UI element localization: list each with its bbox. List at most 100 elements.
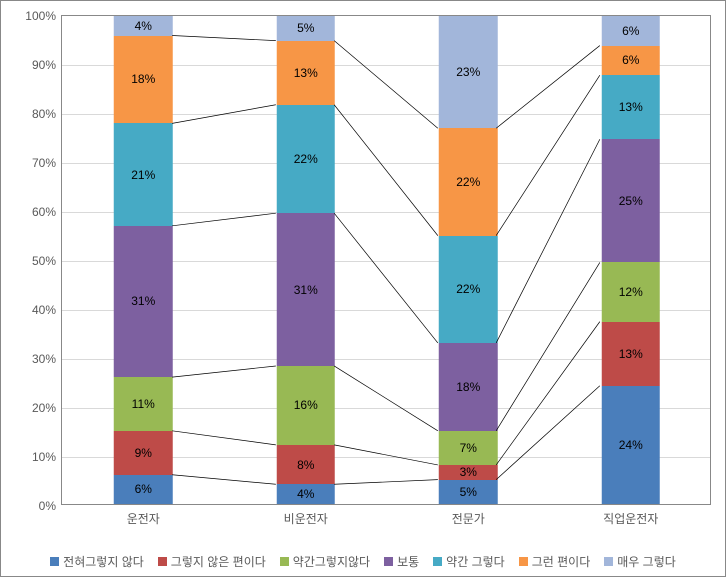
bar-segment: 22% [439, 236, 498, 343]
legend-label: 약간 그렇다 [446, 553, 505, 570]
y-tick-label: 100% [25, 9, 62, 23]
bar-segment: 6% [602, 46, 661, 76]
bar-segment: 11% [114, 377, 173, 431]
legend-item: 그렇지 않은 편이다 [158, 553, 266, 570]
segment-label: 21% [131, 168, 155, 182]
x-tick-label: 전문가 [452, 504, 485, 527]
y-tick-label: 10% [32, 450, 62, 464]
bar-segment: 8% [277, 445, 336, 484]
bar-segment: 22% [277, 105, 336, 213]
bar-segment: 25% [602, 139, 661, 262]
bar-segment: 5% [439, 480, 498, 504]
bar-segment: 5% [277, 16, 336, 41]
segment-label: 18% [456, 380, 480, 394]
legend-item: 매우 그렇다 [604, 553, 676, 570]
segment-label: 6% [135, 482, 152, 496]
legend-item: 약간 그렇다 [433, 553, 505, 570]
segment-label: 23% [456, 65, 480, 79]
bar-segment: 18% [439, 343, 498, 431]
legend-label: 전혀그렇지 않다 [63, 553, 144, 570]
segment-label: 6% [622, 53, 639, 67]
segment-label: 4% [135, 19, 152, 33]
bar-segment: 22% [439, 128, 498, 235]
legend-swatch [519, 557, 528, 566]
segment-label: 22% [294, 152, 318, 166]
segment-label: 5% [460, 485, 477, 499]
bar-segment: 4% [114, 16, 173, 36]
segment-label: 9% [135, 446, 152, 460]
legend-swatch [158, 557, 167, 566]
plot-area: 0%10%20%30%40%50%60%70%80%90%100%6%9%11%… [61, 15, 711, 505]
bar-segment: 21% [114, 123, 173, 225]
segment-label: 16% [294, 398, 318, 412]
legend-swatch [384, 557, 393, 566]
segment-label: 7% [460, 441, 477, 455]
y-tick-label: 0% [39, 499, 62, 513]
y-tick-label: 60% [32, 205, 62, 219]
bar-segment: 16% [277, 366, 336, 445]
y-tick-label: 30% [32, 352, 62, 366]
bar-segment: 4% [277, 484, 336, 504]
chart-container: 0% 10% 20% 30% 40% 50% 60% 70% 80% 90% 100% 6% 9% 11%… [0, 0, 726, 577]
segment-label: 5% [297, 21, 314, 35]
bar-segment: 9% [114, 431, 173, 475]
stacked-bar: 24% 13% 12% 25% 13% 6% 6% [602, 16, 661, 504]
bar-segment: 3% [439, 465, 498, 480]
legend-label: 그런 편이다 [532, 553, 591, 570]
x-tick-label: 비운전자 [284, 504, 328, 527]
legend-swatch [280, 557, 289, 566]
segment-label: 31% [294, 283, 318, 297]
bar-segment: 13% [602, 75, 661, 139]
x-tick-label: 운전자 [127, 504, 160, 527]
stacked-bar: 4% 8% 16% 31% 22% 13% 5% [277, 16, 336, 504]
segment-label: 12% [619, 285, 643, 299]
legend-swatch [50, 557, 59, 566]
segment-label: 3% [460, 465, 477, 479]
legend-label: 그렇지 않은 편이다 [171, 553, 266, 570]
legend-item: 보통 [384, 553, 419, 570]
segment-label: 25% [619, 194, 643, 208]
legend-item: 약간그렇지않다 [280, 553, 370, 570]
legend-item: 전혀그렇지 않다 [50, 553, 144, 570]
y-tick-label: 20% [32, 401, 62, 415]
legend-label: 약간그렇지않다 [293, 553, 370, 570]
segment-label: 6% [622, 24, 639, 38]
bar-segment: 23% [439, 16, 498, 128]
bar-segment: 31% [277, 213, 336, 366]
bar-segment: 6% [602, 16, 661, 46]
x-tick-label: 직업운전자 [603, 504, 658, 527]
segment-label: 18% [131, 72, 155, 86]
legend-item: 그런 편이다 [519, 553, 591, 570]
segment-label: 8% [297, 458, 314, 472]
segment-label: 4% [297, 487, 314, 501]
segment-label: 11% [132, 397, 155, 411]
y-tick-label: 90% [32, 58, 62, 72]
column: 4% 8% 16% 31% 22% 13% 5% [225, 16, 388, 504]
segment-label: 31% [131, 294, 155, 308]
legend: 전혀그렇지 않다 그렇지 않은 편이다 약간그렇지않다 보통 약간 그렇다 그런 편이다 매… [1, 553, 725, 570]
legend-label: 매우 그렇다 [617, 553, 676, 570]
bar-segment: 12% [602, 262, 661, 321]
bar-segment: 13% [602, 322, 661, 386]
y-tick-label: 40% [32, 303, 62, 317]
bar-segment: 18% [114, 36, 173, 124]
column: 24% 13% 12% 25% 13% 6% 6% [550, 16, 713, 504]
bar-segment: 31% [114, 226, 173, 377]
stacked-bar: 6% 9% 11% 31% 21% 18% 4% [114, 16, 173, 504]
legend-label: 보통 [397, 553, 419, 570]
column: 6% 9% 11% 31% 21% 18% 4% [62, 16, 225, 504]
y-tick-label: 70% [32, 156, 62, 170]
segment-label: 13% [619, 347, 643, 361]
y-tick-label: 50% [32, 254, 62, 268]
y-tick-label: 80% [32, 107, 62, 121]
bar-segment: 24% [602, 386, 661, 504]
legend-swatch [604, 557, 613, 566]
legend-swatch [433, 557, 442, 566]
bar-segment: 7% [439, 431, 498, 465]
segment-label: 22% [456, 282, 480, 296]
bar-segment: 13% [277, 41, 336, 105]
segment-label: 24% [619, 438, 643, 452]
segment-label: 13% [619, 100, 643, 114]
column: 5% 3% 7% 18% 22% 22% 23% [387, 16, 550, 504]
segment-label: 22% [456, 175, 480, 189]
